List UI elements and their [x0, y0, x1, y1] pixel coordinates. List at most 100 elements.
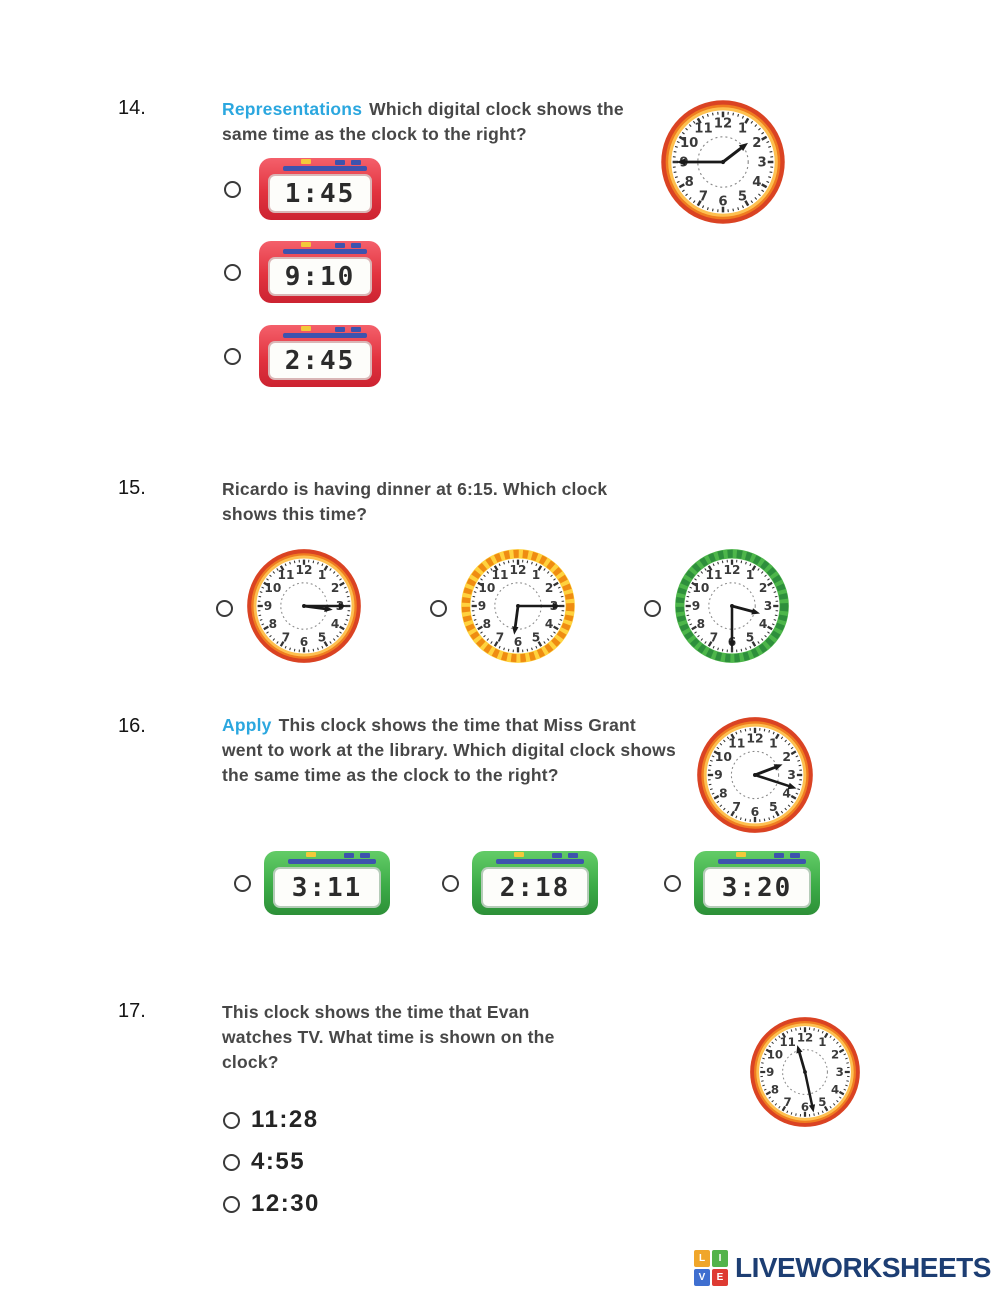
- question-17-number: 17.: [118, 1000, 146, 1022]
- svg-text:12: 12: [797, 1030, 813, 1044]
- svg-text:11: 11: [728, 736, 745, 751]
- svg-text:8: 8: [483, 617, 491, 631]
- logo-tile: E: [712, 1269, 728, 1286]
- q14-option-row-3: 2:45: [224, 325, 381, 387]
- digital-display: 3:11: [273, 867, 381, 908]
- clock-bar: [496, 859, 584, 864]
- svg-text:3: 3: [757, 156, 766, 171]
- q16-digital-clock-2[interactable]: 2:18: [472, 851, 598, 915]
- q17-radio-1[interactable]: [223, 1111, 240, 1129]
- q17-option-row-1: 11:28: [223, 1106, 319, 1134]
- svg-text:10: 10: [692, 581, 709, 595]
- svg-text:10: 10: [264, 581, 281, 595]
- logo-tile: I: [712, 1250, 728, 1267]
- digital-time: 9:10: [284, 261, 356, 292]
- q17-option-label: 4:55: [251, 1148, 306, 1175]
- svg-text:10: 10: [478, 581, 495, 595]
- q16-radio-3[interactable]: [664, 874, 681, 892]
- clock-button-icon: [552, 853, 562, 858]
- clock-button-icon: [306, 852, 316, 857]
- q16-radio-2[interactable]: [442, 874, 459, 892]
- svg-text:5: 5: [318, 630, 326, 644]
- q14-digital-clock-3[interactable]: 2:45: [259, 325, 381, 387]
- clock-button-icon: [301, 326, 311, 331]
- svg-text:12: 12: [724, 563, 741, 577]
- question-14-text: Representations Which digital clock shows…: [222, 97, 662, 147]
- svg-text:11: 11: [278, 568, 295, 582]
- q14-radio-1[interactable]: [224, 180, 241, 198]
- digital-time: 1:45: [284, 178, 356, 209]
- svg-text:5: 5: [738, 189, 747, 204]
- q16-radio-1[interactable]: [234, 874, 251, 892]
- svg-text:9: 9: [692, 599, 700, 613]
- q16-digital-clock-3[interactable]: 3:20: [694, 851, 820, 915]
- q14-digital-clock-2[interactable]: 9:10: [259, 241, 381, 303]
- logo-tile: L: [694, 1250, 710, 1267]
- clock-bar: [718, 859, 806, 864]
- svg-text:12: 12: [510, 563, 527, 577]
- svg-text:12: 12: [746, 731, 763, 746]
- svg-text:5: 5: [769, 799, 778, 814]
- clock-button-icon: [514, 852, 524, 857]
- clock-button-icon: [301, 159, 311, 164]
- q16-option-row-1: 3:11: [234, 851, 390, 915]
- q15-radio-1[interactable]: [216, 600, 233, 617]
- digital-display: 2:18: [481, 867, 589, 908]
- brand-text: LIVEWORKSHEETS: [735, 1252, 991, 1283]
- svg-text:11: 11: [694, 122, 712, 137]
- svg-text:2: 2: [752, 136, 761, 151]
- clock-button-icon: [360, 853, 370, 858]
- question-17-text: This clock shows the time that Evan watc…: [222, 1002, 555, 1072]
- q17-radio-3[interactable]: [223, 1195, 240, 1213]
- clock-button-icon: [351, 160, 361, 165]
- svg-text:1: 1: [738, 122, 747, 137]
- svg-text:5: 5: [746, 630, 754, 644]
- question-16-body: This clock shows the time that Miss Gran…: [222, 715, 676, 785]
- svg-text:7: 7: [784, 1095, 792, 1109]
- svg-text:1: 1: [318, 568, 326, 582]
- digital-time: 2:18: [499, 872, 571, 903]
- q15-radio-3[interactable]: [644, 600, 661, 617]
- svg-text:10: 10: [767, 1048, 783, 1062]
- clock-button-icon: [790, 853, 800, 858]
- svg-text:4: 4: [752, 175, 761, 190]
- q14-radio-3[interactable]: [224, 347, 241, 365]
- keyword-apply: Apply: [222, 715, 272, 735]
- svg-text:7: 7: [282, 630, 290, 644]
- svg-text:2: 2: [331, 581, 339, 595]
- question-16-text: Apply This clock shows the time that Miss…: [222, 713, 677, 788]
- svg-text:11: 11: [492, 568, 509, 582]
- svg-text:9: 9: [478, 599, 486, 613]
- svg-text:10: 10: [680, 136, 698, 151]
- svg-text:8: 8: [685, 175, 694, 190]
- q16-analog-clock: 1 2 3 4 5 6 7 8 9 10 11 12: [696, 716, 814, 839]
- question-16-number: 16.: [118, 715, 146, 737]
- question-14-number: 14.: [118, 97, 146, 119]
- q16-digital-clock-1[interactable]: 3:11: [264, 851, 390, 915]
- q14-digital-clock-1[interactable]: 1:45: [259, 158, 381, 220]
- svg-text:1: 1: [746, 568, 754, 582]
- q17-option-label: 12:30: [251, 1190, 320, 1217]
- clock-button-icon: [301, 242, 311, 247]
- digital-time: 2:45: [284, 345, 356, 376]
- svg-text:5: 5: [818, 1095, 826, 1109]
- q15-radio-2[interactable]: [430, 600, 447, 617]
- clock-button-icon: [351, 327, 361, 332]
- clock-button-icon: [335, 243, 345, 248]
- svg-text:8: 8: [719, 786, 728, 801]
- digital-display: 9:10: [268, 257, 372, 296]
- svg-text:6: 6: [751, 804, 760, 819]
- q14-radio-2[interactable]: [224, 263, 241, 281]
- svg-text:7: 7: [496, 630, 504, 644]
- digital-display: 2:45: [268, 341, 372, 380]
- svg-text:12: 12: [714, 116, 732, 131]
- q17-radio-2[interactable]: [223, 1153, 240, 1171]
- q16-option-row-3: 3:20: [664, 851, 820, 915]
- svg-text:9: 9: [264, 599, 272, 613]
